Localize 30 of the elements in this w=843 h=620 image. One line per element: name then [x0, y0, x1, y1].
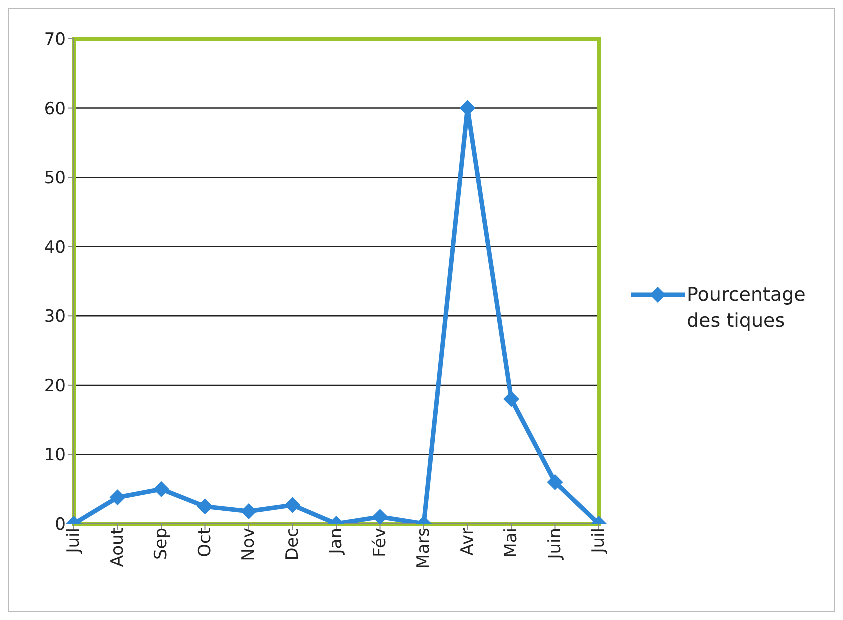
legend-label: Pourcentage des tiques: [687, 283, 807, 334]
x-tick-label: Dec: [282, 528, 303, 561]
point: [241, 504, 257, 520]
y-tick-label: 20: [44, 376, 66, 396]
point: [284, 497, 301, 514]
x-tick-label: Fév: [370, 528, 390, 558]
y-tick-label: 0: [55, 515, 66, 536]
y-tick-label: 70: [44, 30, 66, 50]
point: [110, 490, 126, 506]
x-tick-label: Oct: [195, 528, 216, 558]
x-tick-label: Juin: [545, 528, 566, 560]
point: [372, 509, 388, 524]
point: [154, 481, 170, 498]
x-tick-label: Mai: [502, 528, 522, 558]
y-tick-label: 60: [44, 99, 66, 120]
y-tick-label: 10: [44, 446, 66, 466]
y-tick-label: 40: [44, 238, 66, 258]
x-tick-label: Mars: [414, 528, 434, 569]
point: [547, 474, 564, 490]
point: [504, 391, 520, 408]
x-tick-label: Juil: [589, 528, 610, 554]
x-tick-label: Juil: [64, 528, 84, 554]
point: [197, 498, 214, 515]
x-tick-label: Aout: [108, 528, 128, 568]
x-tick-label: Jan: [326, 528, 347, 556]
y-tick-label: 50: [44, 168, 66, 189]
y-tick-label: 30: [44, 307, 66, 328]
x-tick-label: Nov: [239, 528, 260, 562]
x-tick-label: Avr: [458, 528, 478, 556]
x-tick-label: Sep: [152, 528, 172, 560]
